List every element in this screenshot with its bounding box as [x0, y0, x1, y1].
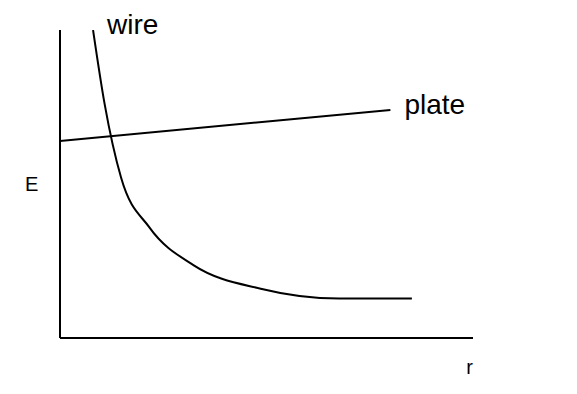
svg-text:r: r: [466, 356, 473, 378]
svg-text:plate: plate: [404, 89, 465, 120]
svg-text:wire: wire: [106, 9, 158, 40]
svg-text:E: E: [25, 173, 38, 195]
